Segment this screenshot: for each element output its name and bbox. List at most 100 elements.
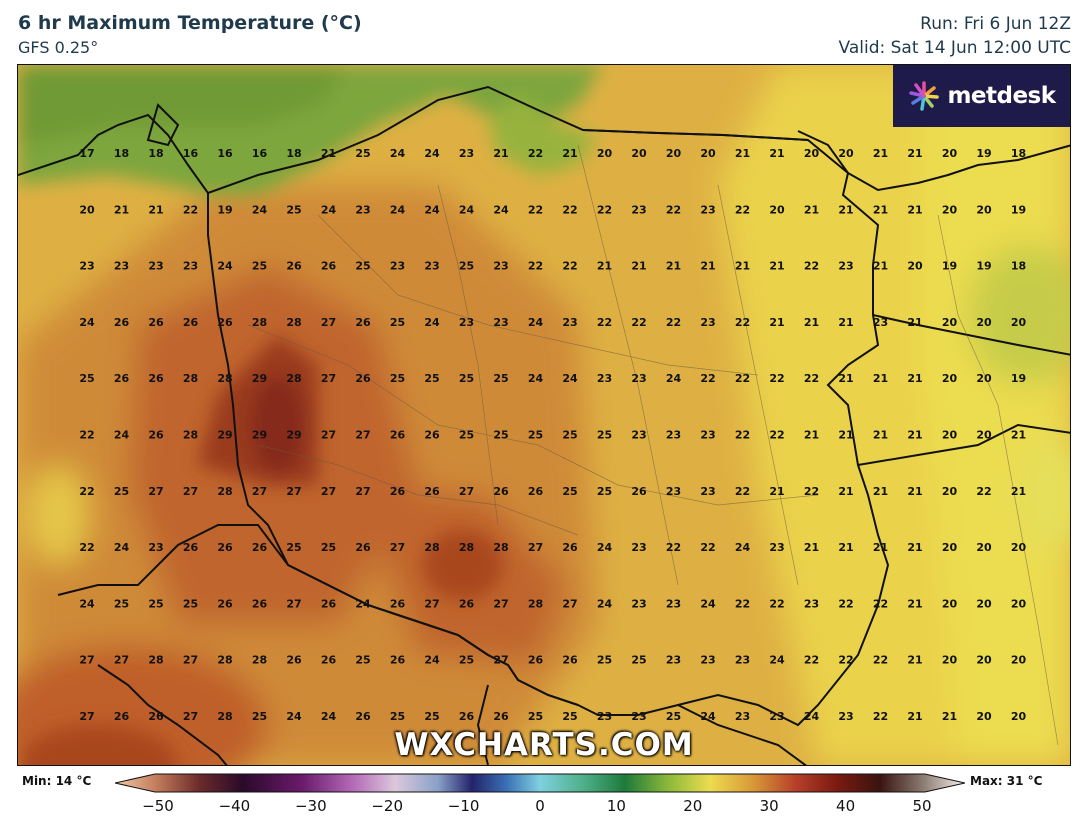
temperature-value: 25 — [597, 654, 612, 667]
temperature-value: 24 — [321, 710, 337, 723]
temperature-value: 20 — [1011, 597, 1027, 610]
temperature-value: 23 — [838, 710, 853, 723]
temperature-value: 22 — [769, 597, 784, 610]
temperature-value: 20 — [976, 541, 992, 554]
temperature-value: 27 — [528, 541, 543, 554]
temperature-value: 24 — [700, 597, 716, 610]
temperature-value: 23 — [148, 541, 163, 554]
temperature-value: 25 — [562, 429, 577, 442]
temperature-value: 24 — [804, 710, 820, 723]
temperature-value: 23 — [597, 372, 612, 385]
temperature-value: 20 — [666, 147, 682, 160]
temperature-value: 21 — [907, 597, 922, 610]
temperature-map[interactable]: 17 18 18 16 16 16 18 21 25 24 24 23 21 22 21 20 20 20 20 21… — [17, 64, 1071, 766]
temperature-value: 20 — [700, 147, 716, 160]
temperature-value: 22 — [666, 541, 681, 554]
temperature-value: 21 — [873, 203, 888, 216]
temperature-value: 19 — [976, 147, 991, 160]
run-label: Run: Fri 6 Jun 12Z — [920, 14, 1071, 34]
temperature-value: 23 — [769, 541, 784, 554]
temperature-value: 22 — [735, 372, 750, 385]
logo-text: metdesk — [947, 83, 1056, 109]
temperature-value: 22 — [562, 260, 577, 273]
temperature-value: 23 — [700, 654, 715, 667]
temperature-value: 25 — [79, 372, 94, 385]
temperature-value: 25 — [528, 429, 543, 442]
temperature-value: 25 — [114, 485, 129, 498]
temperature-value: 28 — [286, 372, 301, 385]
temperature-value: 21 — [1011, 485, 1026, 498]
temperature-value: 28 — [286, 316, 301, 329]
temperature-value: 24 — [424, 203, 440, 216]
temperature-value: 21 — [838, 485, 853, 498]
temperature-value: 27 — [493, 597, 508, 610]
temperature-value: 26 — [321, 260, 337, 273]
temperature-value: 23 — [666, 654, 681, 667]
legend-ticks: −50 −40 −30 −20 −10 0 10 20 30 40 50 — [0, 797, 1088, 821]
model-label: GFS 0.25° — [18, 38, 99, 57]
temperature-value: 21 — [907, 654, 922, 667]
temperature-values: 17 18 18 16 16 16 18 21 25 24 24 23 21 22 21 20 20 20 20 21… — [79, 147, 1026, 723]
temperature-value: 25 — [286, 541, 301, 554]
temperature-value: 22 — [700, 541, 715, 554]
temperature-value: 20 — [804, 147, 820, 160]
temperature-value: 24 — [493, 203, 509, 216]
temperature-value: 27 — [321, 429, 336, 442]
temperature-value: 27 — [79, 710, 94, 723]
temperature-value: 24 — [355, 597, 371, 610]
temperature-value: 22 — [528, 203, 543, 216]
temperature-value: 21 — [735, 260, 750, 273]
temperature-value: 26 — [424, 429, 440, 442]
temperature-value: 25 — [390, 372, 405, 385]
watermark: WXCHARTS.COM — [394, 727, 694, 763]
temperature-value: 25 — [355, 147, 370, 160]
temperature-value: 22 — [804, 372, 819, 385]
temperature-value: 26 — [631, 485, 647, 498]
temperature-value: 28 — [424, 541, 439, 554]
temperature-value: 16 — [183, 147, 199, 160]
temperature-value: 28 — [252, 654, 267, 667]
temperature-value: 27 — [562, 597, 577, 610]
temperature-value: 23 — [666, 597, 681, 610]
temperature-value: 23 — [631, 541, 646, 554]
temperature-value: 21 — [562, 147, 577, 160]
temperature-value: 25 — [459, 654, 474, 667]
temperature-value: 28 — [217, 485, 232, 498]
temperature-value: 23 — [493, 316, 508, 329]
temperature-value: 21 — [1011, 429, 1026, 442]
temperature-value: 28 — [148, 654, 163, 667]
temperature-value: 24 — [528, 316, 544, 329]
temperature-value: 26 — [424, 485, 440, 498]
temperature-value: 24 — [321, 203, 337, 216]
temperature-value: 26 — [321, 654, 337, 667]
temperature-value: 21 — [838, 316, 853, 329]
color-scale-bar — [115, 773, 965, 793]
legend-tick-label: −50 — [142, 797, 174, 815]
temperature-value: 20 — [1011, 710, 1027, 723]
temperature-value: 24 — [424, 316, 440, 329]
temperature-value: 22 — [183, 203, 198, 216]
temperature-value: 22 — [838, 597, 853, 610]
temperature-value: 25 — [459, 429, 474, 442]
temperature-value: 23 — [873, 316, 888, 329]
temperature-value: 23 — [631, 203, 646, 216]
country-borders — [18, 65, 1070, 765]
temperature-value: 25 — [286, 203, 301, 216]
temperature-value: 26 — [183, 316, 199, 329]
temperature-value: 22 — [79, 429, 94, 442]
temperature-value: 25 — [597, 485, 612, 498]
temperature-value: 22 — [804, 485, 819, 498]
temperature-value: 27 — [355, 429, 370, 442]
temperature-value: 22 — [562, 203, 577, 216]
temperature-value: 23 — [79, 260, 94, 273]
temperature-value: 18 — [114, 147, 129, 160]
temperature-value: 27 — [183, 485, 198, 498]
temperature-value: 26 — [493, 710, 509, 723]
legend-tick-label: −10 — [447, 797, 480, 815]
temperature-value: 26 — [459, 710, 475, 723]
temperature-value: 23 — [769, 710, 784, 723]
temperature-value: 26 — [114, 710, 130, 723]
temperature-value: 22 — [769, 429, 784, 442]
temperature-value: 22 — [528, 147, 543, 160]
temperature-value: 21 — [873, 485, 888, 498]
